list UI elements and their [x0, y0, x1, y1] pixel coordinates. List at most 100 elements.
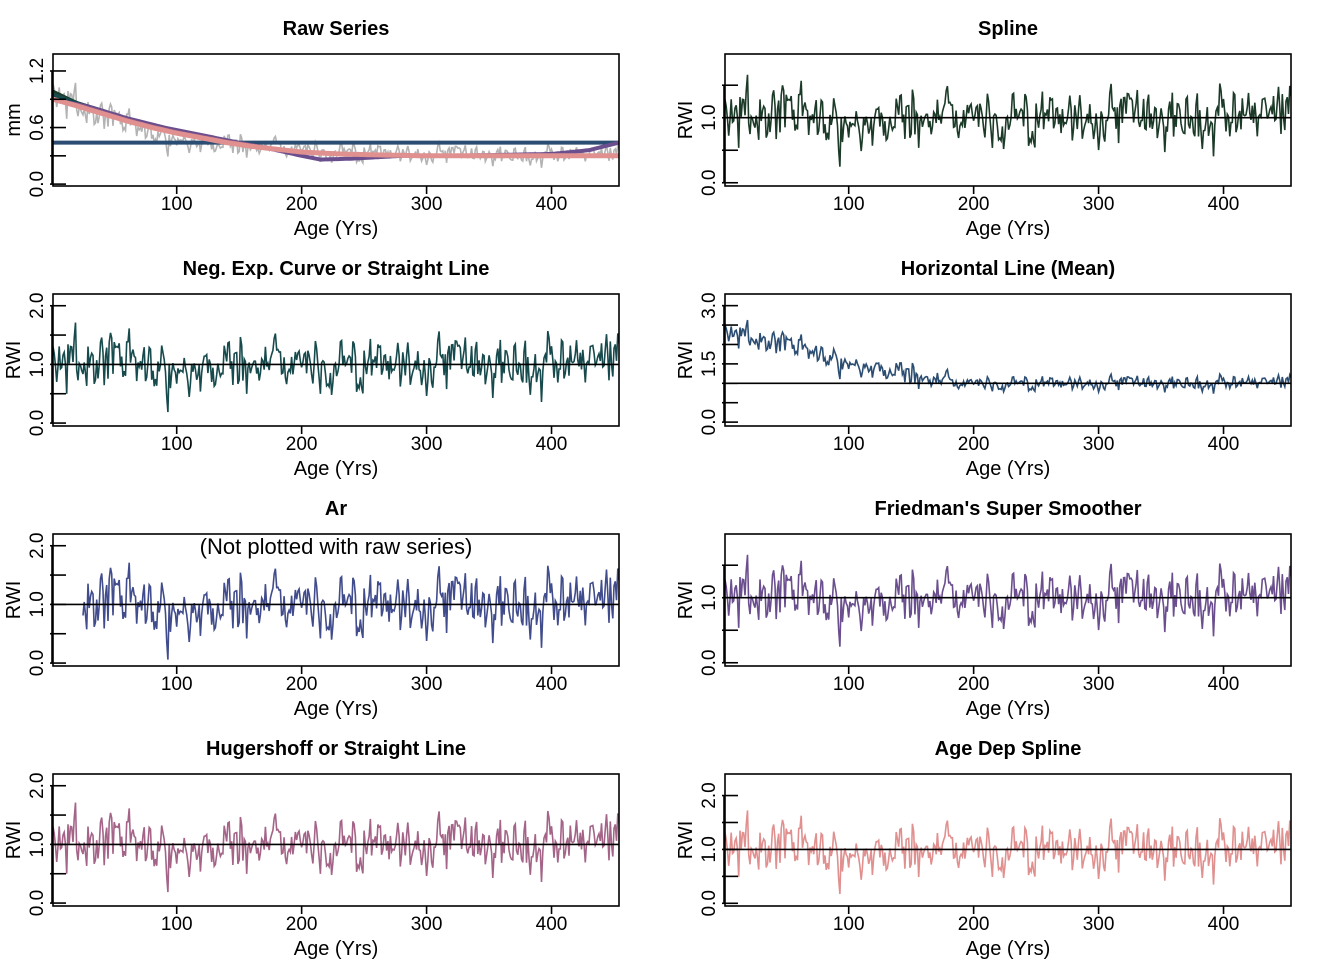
panel-supsmu: Friedman's Super Smoother 100 200 300 400 0.0…: [675, 498, 1292, 720]
x-tick-label: 100: [833, 194, 865, 215]
panel-title: Spline: [978, 18, 1038, 40]
x-tick-label: 300: [1083, 914, 1115, 935]
y-tick-label: 1.0: [699, 836, 720, 862]
panel-negexp: Neg. Exp. Curve or Straight Line 100 200 30…: [3, 258, 620, 480]
x-tick-label: 200: [958, 194, 990, 215]
x-tick-label: 300: [1083, 434, 1115, 455]
panel-note: (Not plotted with raw series): [200, 534, 473, 559]
rwi-series-line: [53, 322, 619, 413]
plot-area: [725, 554, 1291, 647]
y-tick-label: 0.0: [699, 650, 720, 676]
x-tick-label: 200: [286, 674, 318, 695]
y-tick-label: 2.0: [699, 782, 720, 808]
y-tick-label: 1.0: [27, 831, 48, 857]
fit-curve-5: [53, 96, 619, 159]
x-tick-label: 100: [161, 914, 193, 935]
panel-mean: Horizontal Line (Mean) 100 200 300 400 0.0 1.5…: [675, 258, 1292, 480]
y-axis-label: RWI: [3, 821, 25, 860]
x-axis-label: Age (Yrs): [966, 938, 1050, 960]
rwi-series-line: [725, 554, 1291, 647]
panel-agedep: Age Dep Spline 100 200 300 400 0.0 1.0 2.0 Age (…: [675, 738, 1292, 960]
panel-spline: Spline 100 200 300 400 0.0 1.0 Age (Yrs) RWI: [675, 18, 1292, 240]
plot-area: [53, 322, 619, 413]
plot-frame: [52, 533, 620, 667]
y-axis-label: RWI: [675, 581, 697, 620]
y-tick-label: 1.0: [27, 351, 48, 377]
x-tick-label: 400: [536, 674, 568, 695]
y-tick-label: 1.0: [699, 585, 720, 611]
x-tick-label: 400: [1208, 194, 1240, 215]
x-axis-label: Age (Yrs): [966, 698, 1050, 720]
y-axis-label: mm: [3, 103, 25, 136]
panel-raw: Raw Series 100 200 300 400 0.0 0.6 1.2 Age (Yrs)…: [3, 18, 620, 240]
y-axis-label: RWI: [675, 821, 697, 860]
rwi-series-line: [725, 810, 1291, 895]
y-axis-label: RWI: [675, 101, 697, 140]
plot-area: [725, 74, 1291, 167]
x-axis-label: Age (Yrs): [294, 938, 378, 960]
y-tick-label: 0.0: [699, 890, 720, 916]
y-tick-label: 2.0: [27, 773, 48, 799]
x-tick-label: 200: [958, 674, 990, 695]
rwi-series-line: [725, 319, 1291, 396]
plot-area: [53, 562, 619, 660]
plot-area: [725, 810, 1291, 895]
x-tick-label: 300: [411, 194, 443, 215]
x-tick-label: 400: [536, 434, 568, 455]
y-tick-label: 3.0: [699, 292, 720, 318]
x-tick-label: 400: [536, 914, 568, 935]
x-axis-label: Age (Yrs): [966, 218, 1050, 240]
panel-title: Hugershoff or Straight Line: [206, 738, 466, 760]
panel-title: Friedman's Super Smoother: [874, 498, 1141, 520]
rwi-series-line: [53, 802, 619, 893]
x-tick-label: 100: [833, 434, 865, 455]
rwi-series-line: [725, 74, 1291, 167]
y-axis-label: RWI: [675, 341, 697, 380]
y-tick-label: 0.0: [27, 171, 48, 197]
x-tick-label: 300: [411, 674, 443, 695]
y-axis-label: RWI: [3, 581, 25, 620]
x-tick-label: 200: [958, 914, 990, 935]
plot-frame: [52, 773, 620, 907]
y-tick-label: 0.0: [699, 170, 720, 196]
panel-title: Horizontal Line (Mean): [901, 258, 1115, 280]
x-tick-label: 100: [161, 674, 193, 695]
rwi-series-line: [82, 562, 619, 660]
panel-title: Age Dep Spline: [935, 738, 1082, 760]
y-tick-label: 1.5: [699, 351, 720, 377]
x-tick-label: 100: [161, 434, 193, 455]
y-tick-label: 0.0: [27, 650, 48, 676]
x-tick-label: 100: [833, 914, 865, 935]
x-tick-label: 300: [411, 914, 443, 935]
plot-frame: [724, 773, 1292, 907]
plot-frame: [52, 53, 620, 187]
x-tick-label: 400: [1208, 434, 1240, 455]
plot-frame: [724, 533, 1292, 667]
y-tick-label: 1.2: [27, 58, 48, 84]
x-tick-label: 400: [536, 194, 568, 215]
y-axis-label: RWI: [3, 341, 25, 380]
panel-title: Ar: [325, 498, 347, 520]
plot-frame: [724, 53, 1292, 187]
panel-ar: Ar (Not plotted with raw series) 100 200 300…: [3, 498, 620, 720]
y-tick-label: 2.0: [27, 533, 48, 559]
y-tick-label: 0.0: [699, 409, 720, 435]
x-tick-label: 300: [1083, 674, 1115, 695]
x-axis-label: Age (Yrs): [294, 698, 378, 720]
y-tick-label: 2.0: [27, 293, 48, 319]
panel-hugershoff: Hugershoff or Straight Line 100 200 300 400 0…: [3, 738, 620, 960]
x-axis-label: Age (Yrs): [294, 218, 378, 240]
x-tick-label: 400: [1208, 914, 1240, 935]
x-tick-label: 100: [161, 194, 193, 215]
y-tick-label: 0.6: [27, 114, 48, 140]
plot-frame: [52, 293, 620, 427]
y-tick-label: 0.0: [27, 890, 48, 916]
x-tick-label: 100: [833, 674, 865, 695]
plot-area: [53, 82, 619, 168]
x-tick-label: 300: [411, 434, 443, 455]
x-tick-label: 200: [286, 914, 318, 935]
panel-title: Raw Series: [283, 18, 390, 40]
x-axis-label: Age (Yrs): [294, 458, 378, 480]
y-tick-label: 0.0: [27, 410, 48, 436]
